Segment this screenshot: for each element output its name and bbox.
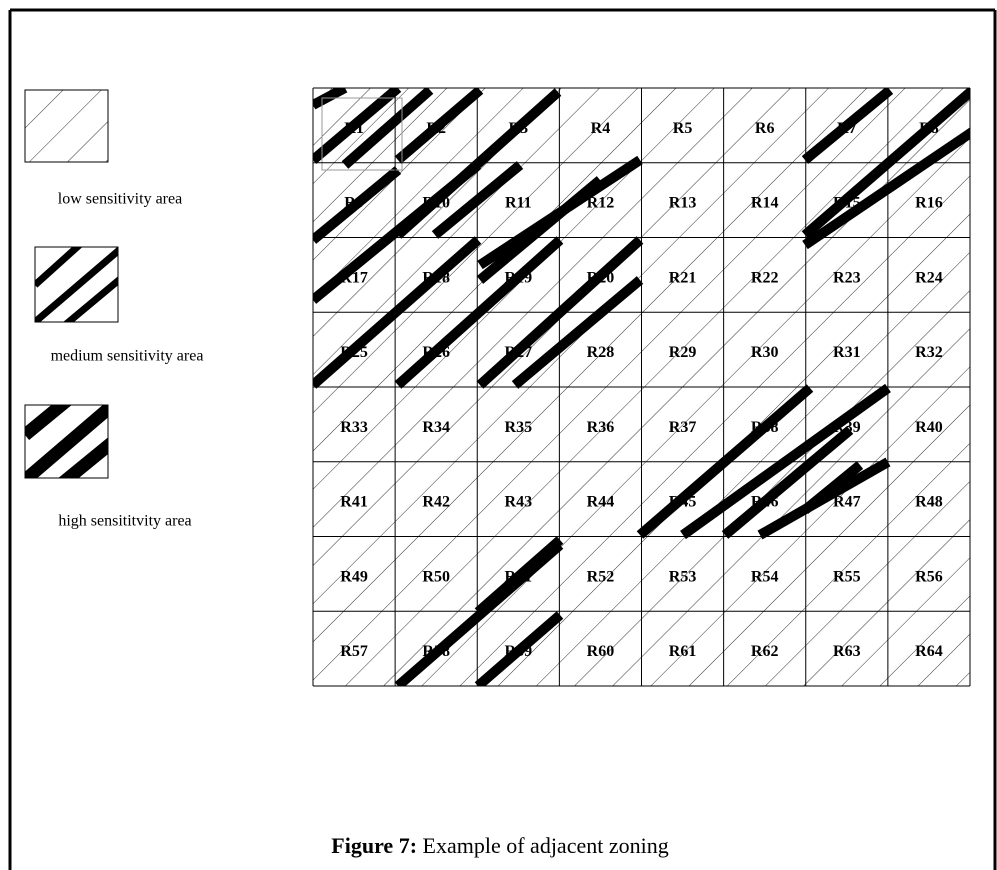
cell-label: R62 xyxy=(751,643,779,660)
cell-label: R35 xyxy=(505,419,533,436)
cell-label: R6 xyxy=(755,120,775,137)
cell-label: R37 xyxy=(669,419,697,436)
cell-label: R63 xyxy=(833,643,861,660)
cell-label: R46 xyxy=(751,494,779,511)
cell-label: R28 xyxy=(587,344,615,361)
cell-label: R12 xyxy=(587,195,615,212)
cell-label: R39 xyxy=(833,419,861,436)
cell-label: R16 xyxy=(915,195,943,212)
cell-label: R38 xyxy=(751,419,779,436)
caption-label: Figure 7: xyxy=(331,833,417,858)
cell-label: R34 xyxy=(422,419,450,436)
cell-label: R29 xyxy=(669,344,697,361)
caption-text: Example of adjacent zoning xyxy=(417,833,669,858)
cell-label: R19 xyxy=(505,269,533,286)
cell-label: R7 xyxy=(837,120,857,137)
cell-label: R64 xyxy=(915,643,943,660)
cell-label: R1 xyxy=(344,120,364,137)
cell-label: R20 xyxy=(587,269,615,286)
caption: Figure 7: Example of adjacent zoning xyxy=(331,833,668,858)
cell-label: R8 xyxy=(919,120,939,137)
cell-label: R51 xyxy=(505,568,533,585)
legend-label: low sensitivity area xyxy=(58,191,182,208)
cell-label: R40 xyxy=(915,419,943,436)
cell-label: R10 xyxy=(422,195,450,212)
cell-label: R33 xyxy=(340,419,368,436)
cell-label: R11 xyxy=(505,195,532,212)
cell-label: R17 xyxy=(340,269,368,286)
cell-label: R45 xyxy=(669,494,697,511)
cell-label: R14 xyxy=(751,195,779,212)
cell-label: R25 xyxy=(340,344,368,361)
cell-label: R43 xyxy=(505,494,533,511)
cell-label: R49 xyxy=(340,568,368,585)
cell-label: R36 xyxy=(587,419,615,436)
cell-label: R30 xyxy=(751,344,779,361)
frame xyxy=(8,8,997,870)
cell-label: R48 xyxy=(915,494,943,511)
cell-label: R15 xyxy=(833,195,861,212)
cell-label: R61 xyxy=(669,643,697,660)
cell-label: R50 xyxy=(422,568,450,585)
cell-label: R44 xyxy=(587,494,615,511)
cell-label: R53 xyxy=(669,568,697,585)
legend-label: medium sensitivity area xyxy=(51,348,204,365)
cell-label: R59 xyxy=(505,643,533,660)
legend: low sensitivity area medium sensitivity … xyxy=(24,89,204,530)
cell-label: R41 xyxy=(340,494,368,511)
cell-label: R32 xyxy=(915,344,943,361)
cell-label: R9 xyxy=(344,195,364,212)
cell-label: R60 xyxy=(587,643,615,660)
zone-grid: R1 R2 R3 R4 R5 R6 R7 R8 R9 R10 R11 R12 R13 R14 R15 R16 R… xyxy=(312,87,971,687)
cell-label: R57 xyxy=(340,643,368,660)
legend-low-swatch xyxy=(24,89,109,163)
cell-label: R26 xyxy=(422,344,450,361)
cell-label: R13 xyxy=(669,195,697,212)
cell-label: R4 xyxy=(591,120,611,137)
cell-label: R21 xyxy=(669,269,697,286)
cell-label: R22 xyxy=(751,269,779,286)
cell-label: R23 xyxy=(833,269,861,286)
cell-label: R47 xyxy=(833,494,861,511)
cell-label: R5 xyxy=(673,120,693,137)
cell-label: R27 xyxy=(505,344,533,361)
cell-label: R56 xyxy=(915,568,943,585)
cell-label: R55 xyxy=(833,568,861,585)
cell-label: R31 xyxy=(833,344,861,361)
cell-label: R58 xyxy=(422,643,450,660)
cell-label: R2 xyxy=(426,120,446,137)
cell-label: R3 xyxy=(509,120,529,137)
cell-label: R54 xyxy=(751,568,779,585)
cell-label: R24 xyxy=(915,269,943,286)
cell-label: R18 xyxy=(422,269,450,286)
legend-label: high sensititvity area xyxy=(58,513,191,530)
cell-label: R52 xyxy=(587,568,615,585)
cell-label: R42 xyxy=(422,494,450,511)
